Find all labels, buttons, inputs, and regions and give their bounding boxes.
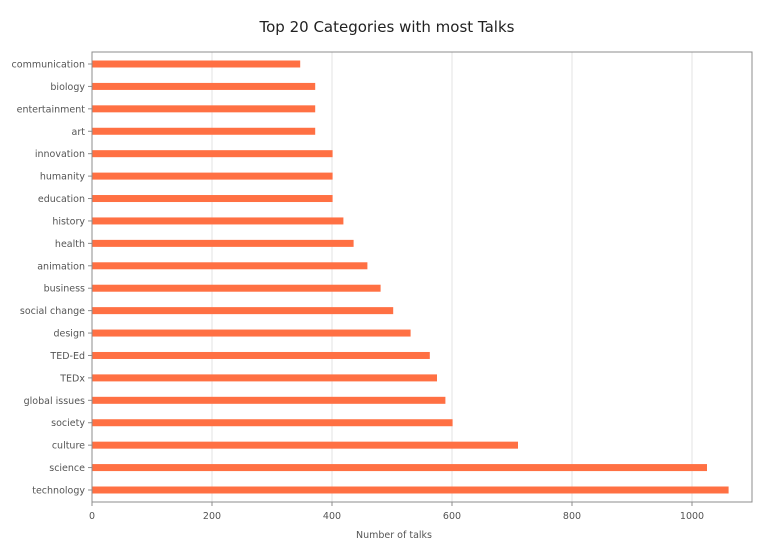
- x-axis-label: Number of talks: [356, 530, 432, 541]
- bar-culture: [92, 441, 518, 449]
- category-label-animation: animation: [37, 261, 85, 272]
- bar-education: [92, 195, 333, 203]
- plot-frame: [91, 51, 753, 503]
- category-label-tedx: TEDx: [59, 373, 85, 384]
- category-label-technology: technology: [32, 486, 85, 497]
- category-label-global-issues: global issues: [24, 396, 85, 407]
- category-label-design: design: [53, 329, 85, 340]
- bar-tedx: [92, 374, 437, 382]
- category-labels: communication biology entertainment art inno…: [12, 60, 92, 497]
- bar-global-issues: [92, 396, 446, 404]
- bar-ted-ed: [92, 351, 430, 359]
- bar-humanity: [92, 172, 333, 180]
- x-tick-label-0: 0: [89, 511, 95, 522]
- bar-society: [92, 419, 453, 427]
- bar-design: [92, 329, 411, 337]
- bar-health: [92, 239, 354, 247]
- bar-innovation: [92, 150, 333, 158]
- bar-history: [92, 217, 344, 225]
- bar-biology: [92, 82, 316, 90]
- bars: [92, 60, 729, 494]
- x-axis-ticks: 0 200 400 600 800 1000: [89, 502, 704, 522]
- category-label-biology: biology: [50, 82, 85, 93]
- x-tick-label-400: 400: [323, 511, 341, 522]
- bar-science: [92, 464, 707, 472]
- category-label-business: business: [44, 284, 85, 295]
- category-label-art: art: [72, 127, 86, 138]
- bar-art: [92, 127, 316, 135]
- bar-animation: [92, 262, 368, 270]
- grid-lines: [211, 52, 693, 502]
- bar-technology: [92, 486, 729, 494]
- bar-entertainment: [92, 105, 316, 113]
- category-label-science: science: [49, 463, 85, 474]
- category-label-history: history: [52, 216, 85, 227]
- category-label-entertainment: entertainment: [17, 104, 86, 115]
- chart-title: Top 20 Categories with most Talks: [259, 18, 515, 36]
- category-label-communication: communication: [12, 60, 85, 71]
- x-tick-label-1000: 1000: [680, 511, 704, 522]
- category-label-society: society: [51, 418, 85, 429]
- x-tick-label-600: 600: [443, 511, 461, 522]
- x-tick-label-800: 800: [563, 511, 581, 522]
- category-label-education: education: [38, 194, 85, 205]
- category-label-culture: culture: [52, 441, 85, 452]
- category-label-humanity: humanity: [40, 172, 86, 183]
- bar-business: [92, 284, 381, 292]
- category-label-health: health: [55, 239, 85, 250]
- category-label-social-change: social change: [20, 306, 85, 317]
- bar-social-change: [92, 307, 394, 315]
- x-tick-label-200: 200: [203, 511, 221, 522]
- bar-communication: [92, 60, 301, 68]
- category-label-innovation: innovation: [35, 149, 85, 160]
- category-label-ted-ed: TED-Ed: [49, 351, 85, 362]
